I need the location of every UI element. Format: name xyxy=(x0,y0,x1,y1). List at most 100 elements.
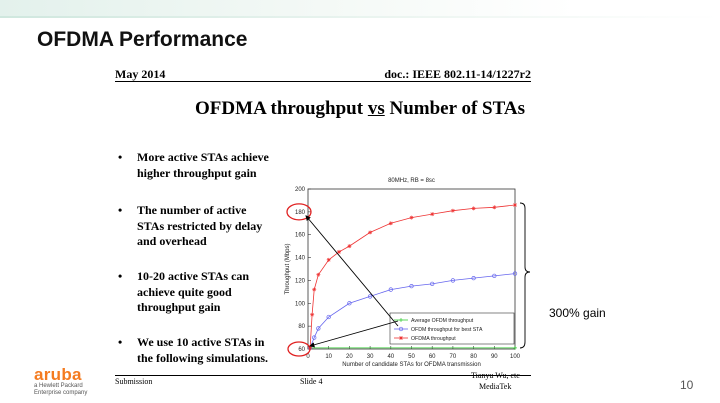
top-accent-line xyxy=(0,16,720,18)
bullet-item: • 10-20 active STAs can achieve quite go… xyxy=(118,269,293,316)
bullet-item: • The number of active STAs restricted b… xyxy=(118,203,293,250)
bullet-dot: • xyxy=(118,335,123,349)
page-number: 10 xyxy=(680,378,694,392)
data-point xyxy=(316,272,321,277)
y-tick-label: 140 xyxy=(295,256,306,262)
arrow-to-60 xyxy=(309,320,399,348)
data-point xyxy=(368,230,373,235)
data-point xyxy=(492,205,497,210)
y-tick-label: 80 xyxy=(298,324,305,330)
x-tick-label: 80 xyxy=(470,354,477,360)
doc-date: May 2014 xyxy=(115,67,166,81)
header-rule xyxy=(115,81,531,82)
doc-id: doc.: IEEE 802.11-14/1227r2 xyxy=(384,67,531,81)
bullet-item: • We use 10 active STAs in the following… xyxy=(118,335,293,366)
x-tick-label: 30 xyxy=(367,354,374,360)
x-tick-label: 70 xyxy=(450,354,457,360)
legend-box xyxy=(389,312,515,345)
bullet-line: higher throughput gain xyxy=(137,165,257,180)
data-point xyxy=(326,257,331,262)
data-point xyxy=(310,312,315,317)
x-axis-label: Number of candidate STAs for OFDMA trans… xyxy=(342,362,481,368)
data-point xyxy=(430,212,435,217)
y-tick-label: 100 xyxy=(295,301,306,307)
footer-author: Tianyu Wu, etc xyxy=(471,371,520,380)
bullet-dot: • xyxy=(118,150,123,164)
footer-submission: Submission xyxy=(115,377,153,386)
doc-title-vs: vs xyxy=(367,98,385,119)
arrow-to-180 xyxy=(305,215,399,327)
gain-label: 300% gain xyxy=(549,306,606,320)
bullet-line: More active STAs achieve xyxy=(137,150,269,164)
y-tick-label: 200 xyxy=(295,187,306,193)
data-point xyxy=(430,281,435,287)
x-tick-label: 0 xyxy=(306,354,310,360)
bullet-line: We use 10 active STAs in xyxy=(137,335,265,349)
logo-wordmark: aruba xyxy=(34,365,82,384)
y-tick-label: 60 xyxy=(298,347,305,353)
aruba-logo: aruba a Hewlett Packard Enterprise compa… xyxy=(34,366,87,397)
data-point xyxy=(312,287,317,292)
bullet-dot: • xyxy=(118,203,123,217)
doc-title: OFDMA throughput vs Number of STAs xyxy=(0,98,720,120)
x-tick-label: 40 xyxy=(387,354,394,360)
data-point xyxy=(367,294,373,299)
legend-label: OFDM throughput for best STA xyxy=(411,327,483,333)
logo-subtitle-1: a Hewlett Packard xyxy=(34,383,83,389)
highlight-circle-180 xyxy=(286,203,312,221)
legend-label: Average OFDM throughput xyxy=(411,318,474,324)
data-point xyxy=(347,301,352,306)
x-tick-label: 10 xyxy=(325,354,332,360)
highlight-circle-60 xyxy=(287,341,311,357)
y-tick-label: 160 xyxy=(295,233,306,239)
data-point xyxy=(388,221,393,226)
bullet-line: The number of active xyxy=(137,203,247,217)
data-point xyxy=(326,314,331,320)
series-line-1 xyxy=(309,273,516,349)
data-point xyxy=(316,326,321,331)
x-tick-label: 50 xyxy=(408,354,415,360)
legend-label: OFDMA throughput xyxy=(411,336,456,342)
bullet-line: 10-20 active STAs can xyxy=(137,269,250,283)
data-point xyxy=(409,283,414,289)
bullet-dot: • xyxy=(118,269,123,283)
doc-title-post: Number of STAs xyxy=(384,98,525,119)
data-point xyxy=(337,249,342,254)
data-point xyxy=(513,203,517,207)
x-tick-label: 90 xyxy=(491,354,498,360)
footer-company: MediaTek xyxy=(479,382,512,391)
data-point xyxy=(492,273,497,279)
legend-marker xyxy=(399,318,403,322)
x-tick-label: 100 xyxy=(510,354,521,360)
chart-title: 80MHz, RB = 8sc xyxy=(388,178,435,184)
logo-subtitle-2: Enterprise company xyxy=(34,390,88,396)
bullet-line: and overhead xyxy=(137,234,207,248)
y-tick-label: 180 xyxy=(295,210,306,216)
throughput-chart: 0 10 20 30 40 50 60 70 80 90 100 60 80 100 120 140 160 18… xyxy=(285,178,530,368)
data-point xyxy=(388,287,393,292)
data-point xyxy=(312,335,317,340)
y-axis-label: Throughput (Mbps) xyxy=(285,243,291,294)
gain-brace xyxy=(519,202,530,349)
x-tick-label: 20 xyxy=(346,354,353,360)
bullet-item: • More active STAs achieve higher throug… xyxy=(118,150,293,181)
bullet-line: the following simulations. xyxy=(137,350,269,365)
data-point xyxy=(471,275,476,281)
data-point xyxy=(450,208,455,213)
legend-marker xyxy=(399,336,403,340)
data-point xyxy=(409,215,414,220)
x-tick-label: 60 xyxy=(429,354,436,360)
data-point xyxy=(347,244,352,249)
legend-marker xyxy=(398,326,404,332)
footer-slide: Slide 4 xyxy=(300,377,323,386)
slide-title: OFDMA Performance xyxy=(37,28,248,51)
doc-title-pre: OFDMA throughput xyxy=(195,98,368,119)
data-point xyxy=(450,278,456,283)
bullet-line: STAs restricted by delay xyxy=(137,218,263,233)
top-accent-band xyxy=(0,0,720,16)
data-point xyxy=(513,345,517,350)
y-tick-label: 120 xyxy=(295,278,306,284)
data-point xyxy=(471,206,476,211)
bullet-line: throughput gain xyxy=(137,300,221,314)
data-point xyxy=(512,271,518,276)
